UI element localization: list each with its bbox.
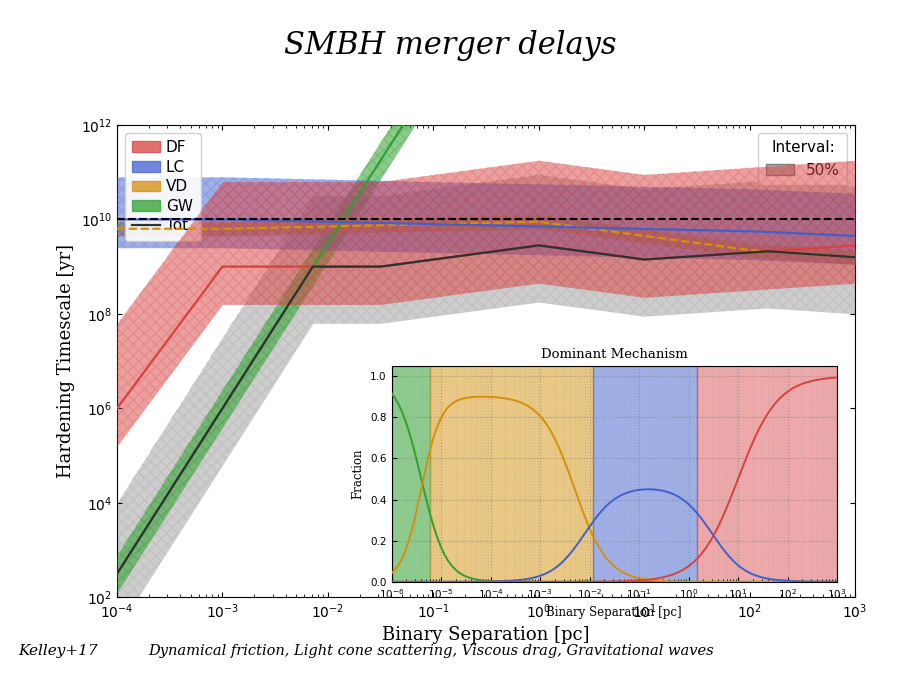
Text: Kelley+17: Kelley+17 bbox=[18, 644, 97, 658]
Title: Dominant Mechanism: Dominant Mechanism bbox=[541, 348, 688, 360]
Bar bbox=[593, 366, 698, 582]
X-axis label: Binary Separation [pc]: Binary Separation [pc] bbox=[546, 606, 682, 619]
Text: SMBH merger delays: SMBH merger delays bbox=[284, 30, 616, 61]
Y-axis label: Fraction: Fraction bbox=[352, 449, 365, 499]
X-axis label: Binary Separation [pc]: Binary Separation [pc] bbox=[382, 626, 590, 645]
Text: Dynamical friction, Light cone scattering, Viscous drag, Gravitational waves: Dynamical friction, Light cone scatterin… bbox=[148, 644, 714, 658]
Bar bbox=[430, 366, 593, 582]
Legend: 50%: 50% bbox=[759, 132, 848, 186]
Bar bbox=[392, 366, 430, 582]
Y-axis label: Hardening Timescale [yr]: Hardening Timescale [yr] bbox=[57, 244, 75, 478]
